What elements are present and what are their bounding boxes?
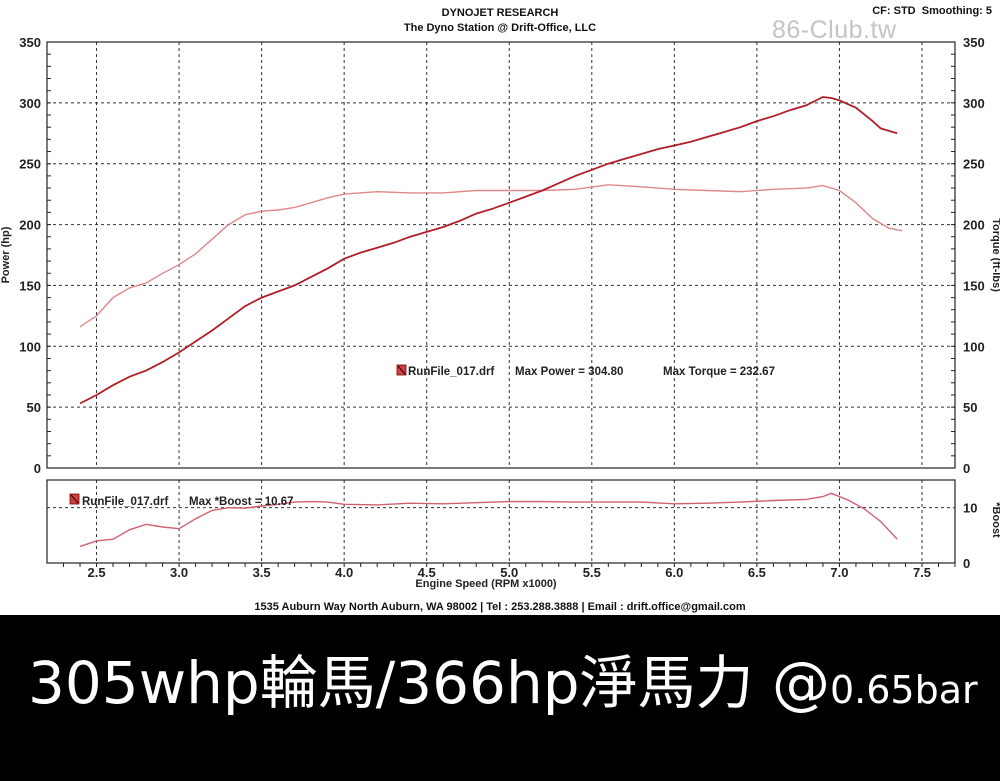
annotation-run-file: RunFile_017.drf	[408, 366, 494, 378]
y-tick-label-torque: 300	[963, 96, 985, 111]
x-tick-label: 7.5	[913, 565, 931, 580]
legend-marker-slash	[70, 494, 79, 504]
boost-plot-frame	[46, 479, 956, 564]
y-axis-label-boost: *Boost	[990, 502, 1000, 538]
y-tick-label-torque: 50	[963, 400, 977, 415]
y-tick-label-boost: 10	[963, 501, 977, 516]
watermark-86club: 86-Club.tw	[772, 16, 897, 44]
chart-shop-subtitle: The Dyno Station @ Drift-Office, LLC	[403, 22, 597, 34]
y-tick-label-power: 50	[27, 400, 41, 415]
x-tick-label: 6.0	[665, 565, 683, 580]
x-tick-label: 5.5	[583, 565, 601, 580]
x-tick-label: 2.5	[87, 565, 105, 580]
y-tick-label-power: 100	[19, 339, 41, 354]
caption-main: 305whp輪馬/366hp淨馬力 @	[28, 649, 830, 717]
y-tick-label-torque: 150	[963, 278, 985, 293]
y-tick-label-power: 150	[19, 278, 41, 293]
y-tick-label-power: 0	[34, 461, 41, 476]
x-tick-label: 3.0	[170, 565, 188, 580]
y-axis-label-power: Power (hp)	[0, 226, 12, 283]
x-tick-label: 4.0	[335, 565, 353, 580]
chart-company-title: DYNOJET RESEARCH	[441, 7, 559, 19]
chart-settings: CF: STD Smoothing: 5	[872, 5, 992, 17]
y-tick-label-power: 200	[19, 218, 41, 233]
legend-marker-slash	[397, 365, 406, 375]
y-tick-label-power: 250	[19, 157, 41, 172]
caption-boost-value: 0.65bar	[829, 668, 978, 712]
x-axis-label: Engine Speed (RPM x1000)	[415, 578, 557, 590]
y-tick-label-torque: 200	[963, 218, 985, 233]
boost-plot-grid	[47, 480, 955, 563]
power-series-line	[79, 96, 898, 405]
main-plot-frame	[46, 41, 956, 469]
y-tick-label-power: 350	[19, 35, 41, 50]
y-tick-label-torque: 250	[963, 157, 985, 172]
torque-series-line	[79, 184, 903, 328]
dyno-chart-svg: 2.5 3.0 3.5 4.0 4.5 5.0 5.5 6.0 6.5 7.0 7.5 0 0 50 50 1…	[0, 35, 1000, 590]
main-annotation: RunFile_017.drf Max Power = 304.80 Max T…	[396, 364, 775, 378]
y-axis-label-torque: Torque (ft-lbs)	[990, 218, 1000, 292]
main-plot-grid	[47, 42, 955, 468]
y-tick-label-torque: 100	[963, 339, 985, 354]
y-tick-label-boost: 0	[963, 556, 970, 571]
x-tick-label: 6.5	[748, 565, 766, 580]
x-tick-label: 7.0	[830, 565, 848, 580]
annotation-max-boost: Max *Boost = 10.67	[189, 496, 294, 508]
annotation-max-torque: Max Torque = 232.67	[663, 366, 775, 378]
caption-banner	[0, 615, 1000, 781]
y-tick-label-power: 300	[19, 96, 41, 111]
boost-series-line	[79, 492, 898, 548]
y-tick-label-torque: 0	[963, 461, 970, 476]
main-axis-ticks: 2.5 3.0 3.5 4.0 4.5 5.0 5.5 6.0 6.5 7.0 7.5 0 0 50 50 1…	[19, 35, 984, 580]
annotation-run-file: RunFile_017.drf	[82, 496, 168, 508]
annotation-max-power: Max Power = 304.80	[515, 366, 623, 378]
boost-axis-ticks: 0 10	[63, 501, 977, 571]
caption-text: 305whp輪馬/366hp淨馬力 @0.65bar	[28, 648, 978, 725]
boost-annotation: RunFile_017.drf Max *Boost = 10.67	[69, 493, 294, 508]
y-tick-label-torque: 350	[963, 35, 985, 50]
shop-address-footer: 1535 Auburn Way North Auburn, WA 98002 |…	[254, 601, 746, 613]
x-tick-label: 5.0	[500, 565, 518, 580]
x-tick-label: 3.5	[253, 565, 271, 580]
x-tick-label: 4.5	[418, 565, 436, 580]
